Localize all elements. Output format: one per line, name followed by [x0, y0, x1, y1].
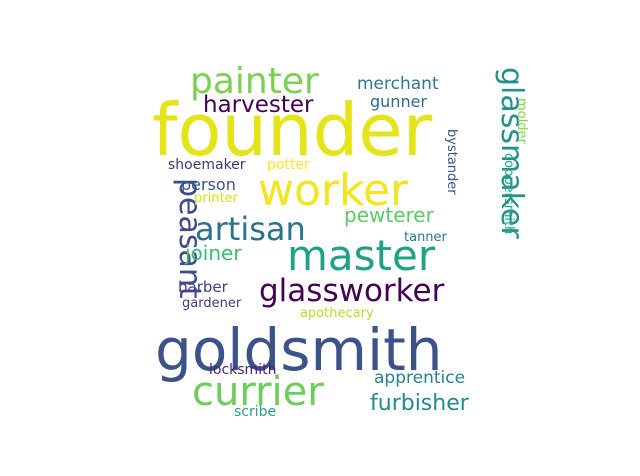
word-shoemaker: shoemaker	[168, 157, 246, 173]
word-goldsmith: goldsmith	[155, 316, 443, 384]
word-locksmith: locksmith	[209, 362, 276, 378]
word-scribe: scribe	[234, 404, 276, 420]
word-gardener: gardener	[182, 296, 242, 311]
words-layer: founder goldsmith worker master currier paint…	[152, 61, 529, 420]
word-joiner: joiner	[184, 241, 242, 265]
word-apprentice: apprentice	[374, 368, 465, 388]
word-worker: worker	[258, 165, 409, 216]
word-apothecary: apothecary	[300, 306, 374, 321]
word-glassmaker: glassmaker	[494, 67, 529, 239]
word-pewterer: pewterer	[344, 203, 435, 227]
word-glassworker: glassworker	[259, 273, 445, 309]
word-barber: barber	[178, 278, 229, 296]
word-person: person	[181, 175, 236, 194]
word-painter: painter	[190, 61, 319, 102]
word-currier: currier	[192, 369, 324, 415]
word-master: master	[287, 231, 436, 280]
word-molder: molder	[514, 98, 529, 144]
word-merchant: merchant	[357, 74, 439, 94]
word-artisan: artisan	[195, 210, 306, 248]
word-founder: founder	[152, 88, 433, 172]
word-gunner: gunner	[370, 92, 427, 111]
word-furbisher: furbisher	[370, 391, 470, 416]
word-printer: printer	[194, 191, 239, 206]
word-harvester: harvester	[203, 92, 314, 118]
word-potter: potter	[267, 157, 310, 173]
word-coppersmith: coppersmith	[501, 153, 516, 234]
word-bystander: bystander	[444, 129, 459, 195]
word-tanner: tanner	[404, 230, 448, 245]
word-peasant: peasant	[172, 178, 207, 299]
